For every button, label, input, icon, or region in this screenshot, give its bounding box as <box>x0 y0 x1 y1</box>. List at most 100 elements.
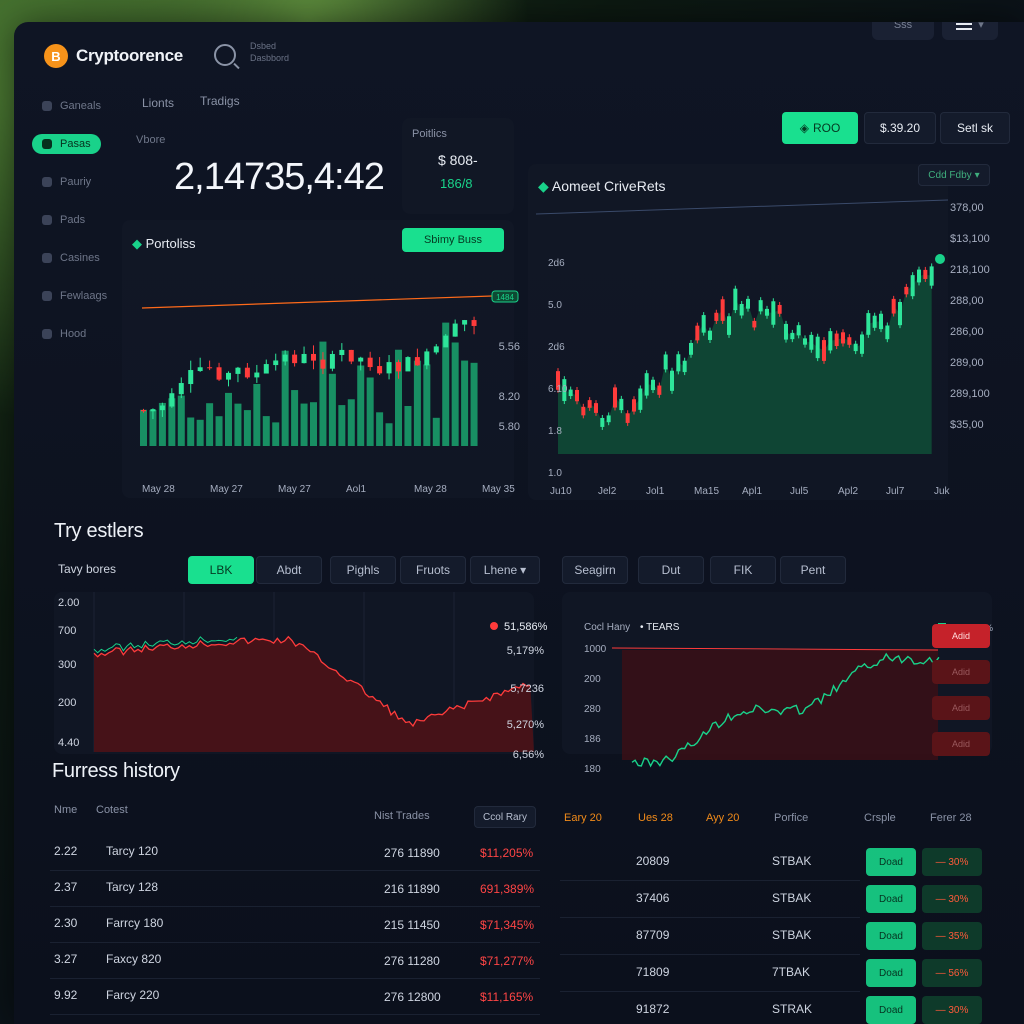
candle-body <box>311 353 316 361</box>
y-tick-label: 280 <box>584 704 601 715</box>
row-action-button[interactable]: Doad <box>866 885 916 913</box>
menu-button[interactable]: ▾ <box>942 22 998 40</box>
top-small-button[interactable]: Sss <box>872 22 934 40</box>
candle-body <box>651 379 655 391</box>
row-divider <box>560 991 860 992</box>
row-action-button[interactable]: Doad <box>866 959 916 987</box>
candle-body <box>150 409 156 412</box>
side-action-button[interactable]: Adid <box>932 660 990 684</box>
portfolio-card-price: $ 808- <box>438 152 478 168</box>
table-row[interactable]: 20809 STBAK Doad — 30% <box>560 848 1000 881</box>
row-divider <box>50 978 540 979</box>
portfolio-candle-chart: 1484 5.56 8.20 5.80 May 28 May 27 May 27 Aol1 Ma… <box>140 290 520 495</box>
tab-tradigs[interactable]: Tradigs <box>200 94 240 108</box>
candle-body <box>866 313 871 335</box>
roo-button[interactable]: ◈ ROO <box>782 112 858 144</box>
candle-body <box>188 370 194 385</box>
volume-bar <box>262 416 270 446</box>
row-trades: 276 11280 <box>384 954 440 968</box>
row-value: 71809 <box>636 965 670 979</box>
portfolio-chart-button[interactable]: Sbimy Buss <box>402 228 504 252</box>
table-row[interactable]: 2.30 Farrcy 180 215 11450 $71,345% <box>50 916 540 946</box>
row-name: Faxcy 820 <box>106 952 162 966</box>
table-row[interactable]: 71809 7TBAK Doad — 56% <box>560 959 1000 992</box>
candle-body <box>169 393 175 407</box>
area-fill <box>558 274 932 454</box>
volume-bar <box>366 377 374 446</box>
row-trades: 276 12800 <box>384 990 441 1004</box>
sidebar-item-hood[interactable]: Hood <box>32 324 96 344</box>
candle-body <box>197 367 203 372</box>
table-row[interactable]: 2.22 Tarcy 120 276 11890 $11,205% <box>50 844 540 874</box>
price-marker-label: 1484 <box>496 293 514 302</box>
volume-bar <box>140 409 147 446</box>
candle-body <box>790 332 795 340</box>
market-filter-label: Cdd Fdby <box>928 169 972 181</box>
table-row[interactable]: 91872 STRAK Doad — 30% <box>560 996 1000 1024</box>
strategy-btn-lbk[interactable]: LBK <box>188 556 254 584</box>
side-action-button[interactable]: Adid <box>932 732 990 756</box>
strategy-btn-abdt[interactable]: Abdt <box>256 556 322 584</box>
candle-body <box>910 275 915 297</box>
candle-body <box>663 354 668 370</box>
table-row[interactable]: 3.27 Faxcy 820 276 11280 $71,277% <box>50 952 540 982</box>
y-tick-label: 8.20 <box>499 391 520 403</box>
price-button[interactable]: $.39.20 <box>864 112 936 144</box>
strategy-right-btn-fik[interactable]: FIK <box>710 556 776 584</box>
x-tick-label: May 27 <box>210 484 243 495</box>
strategy-right-btn-pent[interactable]: Pent <box>780 556 846 584</box>
row-action-button[interactable]: Doad <box>866 996 916 1024</box>
top-small-label: Sss <box>893 22 913 31</box>
candle-body <box>414 357 420 366</box>
app-window: B Cryptoorence Dsbed Dasbbord Sss ▾ Lion… <box>14 22 1024 1024</box>
col-header-button[interactable]: Ccol Rary <box>474 806 536 828</box>
col-header: Ferer 28 <box>930 812 972 824</box>
candle-body <box>739 303 744 316</box>
strategy-right-btn-dut[interactable]: Dut <box>638 556 704 584</box>
y-tick-label: 1.0 <box>548 468 562 479</box>
table-row[interactable]: 87709 STBAK Doad — 35% <box>560 922 1000 955</box>
side-action-button[interactable]: Adid <box>932 696 990 720</box>
volume-bar <box>291 390 299 446</box>
market-filter-dropdown[interactable]: Cdd Fdby ▾ <box>918 164 990 186</box>
volume-bar <box>347 399 355 446</box>
strategy-btn-pighls[interactable]: Pighls <box>330 556 396 584</box>
strategy-btn-fruots[interactable]: Fruots <box>400 556 466 584</box>
volume-bar <box>253 383 261 446</box>
value-label: 5,179% <box>507 645 545 657</box>
candle-body <box>625 413 630 423</box>
tab-lionts[interactable]: Lionts <box>142 96 175 110</box>
strategy-btn-lhene[interactable]: Lhene ▾ <box>470 556 540 584</box>
last-price-dot <box>935 254 945 264</box>
strategy-right-btn-seagirn[interactable]: Seagirn <box>562 556 628 584</box>
value-label: 5,270% <box>507 719 545 731</box>
candle-body <box>758 300 763 312</box>
sidebar-item-casines[interactable]: Casines <box>32 248 110 268</box>
row-action-button[interactable]: Doad <box>866 922 916 950</box>
volume-bar <box>206 403 214 446</box>
side-action-button[interactable]: Adid <box>932 624 990 648</box>
market-area-chart: 2d6 5.0 2d6 6.10 1.8 1.0 Ju10 Jel2 Jol1 Ma15 Apl1 J… <box>535 199 951 497</box>
candle-body <box>752 320 757 328</box>
table-row[interactable]: 2.37 Tarcy 128 216 11890 691,389% <box>50 880 540 910</box>
table-row[interactable]: 9.92 Farcy 220 276 12800 $11,165% <box>50 988 540 1018</box>
candle-body <box>676 354 681 372</box>
portfolio-chart-title-text: Portoliss <box>145 236 196 251</box>
table-row[interactable]: 37406 STBAK Doad — 30% <box>560 885 1000 918</box>
candle-body <box>235 367 241 374</box>
search-icon[interactable] <box>214 44 236 66</box>
sidebar-item-ganeals[interactable]: Ganeals <box>32 96 111 116</box>
y-right-tick-label: 378,00 <box>950 202 984 214</box>
row-action-button[interactable]: Doad <box>866 848 916 876</box>
row-ticker: STBAK <box>772 891 812 905</box>
nav-icon <box>42 253 52 263</box>
legend-dot <box>490 622 498 630</box>
market-right-axis: 378,00 $13,100 218,100 288,00 286,00 289,00 28… <box>950 202 1020 482</box>
sell-button[interactable]: Setl sk <box>940 112 1010 144</box>
app-logo[interactable]: B Cryptoorence <box>44 44 183 68</box>
sidebar-item-pasas[interactable]: Pasas <box>32 134 101 154</box>
sidebar-item-pauriy[interactable]: Pauriy <box>32 172 101 192</box>
sidebar-item-pads[interactable]: Pads <box>32 210 95 230</box>
row-value: 87709 <box>636 928 670 942</box>
sidebar-item-fewlaags[interactable]: Fewlaags <box>32 286 117 306</box>
